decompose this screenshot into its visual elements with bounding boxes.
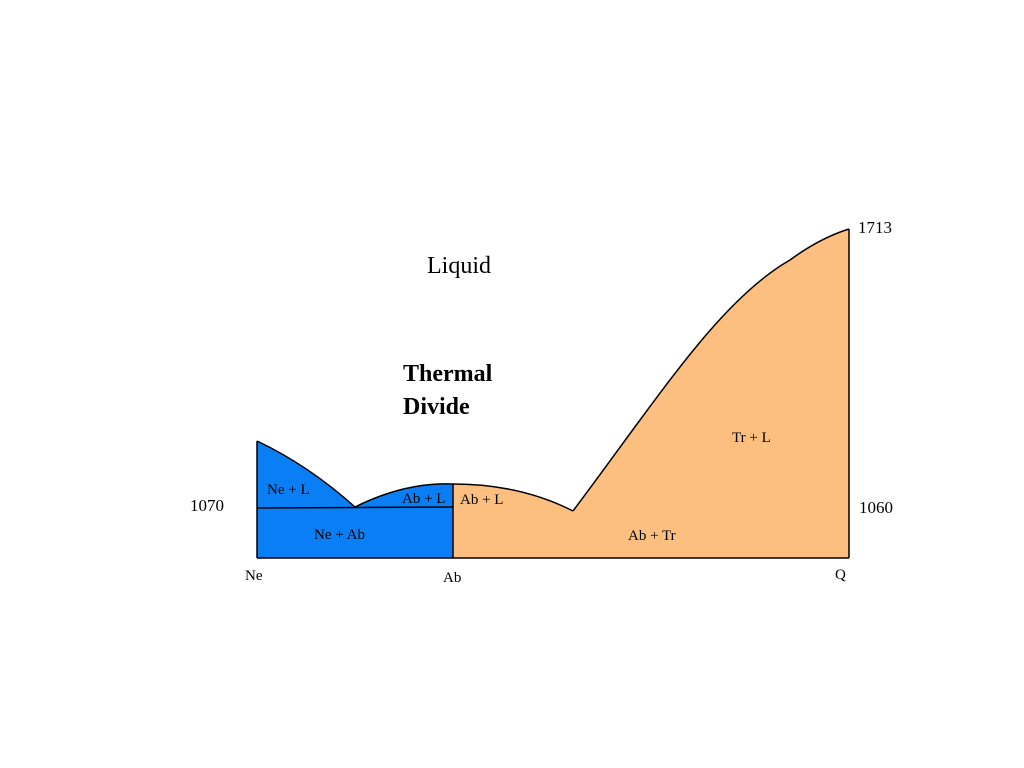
- ne-plus-l-label: Ne + L: [267, 482, 310, 498]
- ne-plus-ab-label: Ne + Ab: [314, 527, 365, 543]
- ab-component-label: Ab: [443, 570, 461, 586]
- thermal-divide-label-line1: Thermal: [403, 361, 493, 387]
- ne-component-label: Ne: [245, 568, 263, 584]
- ne-ab-field: [257, 441, 453, 558]
- ab-q-field: [453, 229, 849, 558]
- thermal-divide-label-line2: Divide: [403, 394, 470, 420]
- ab-plus-l-left-label: Ab + L: [402, 491, 445, 507]
- ab-plus-l-right-label: Ab + L: [460, 492, 503, 508]
- ne-ab-solidus-line: [256, 506, 454, 509]
- tr-plus-l-label: Tr + L: [732, 430, 771, 446]
- ne-side-solidus-temperature: 1070: [190, 496, 224, 515]
- ab-liquidus-curve-right: [452, 483, 574, 512]
- ab-liquidus-curve-left: [354, 483, 454, 508]
- ab-plus-tr-label: Ab + Tr: [628, 528, 676, 544]
- q-component-label: Q: [835, 567, 846, 583]
- tr-liquidus-curve: [572, 228, 850, 512]
- liquid-label: Liquid: [427, 253, 491, 279]
- ne-liquidus-curve: [256, 440, 356, 508]
- q-side-solidus-temperature: 1060: [859, 498, 893, 517]
- q-melting-temperature: 1713: [858, 218, 892, 237]
